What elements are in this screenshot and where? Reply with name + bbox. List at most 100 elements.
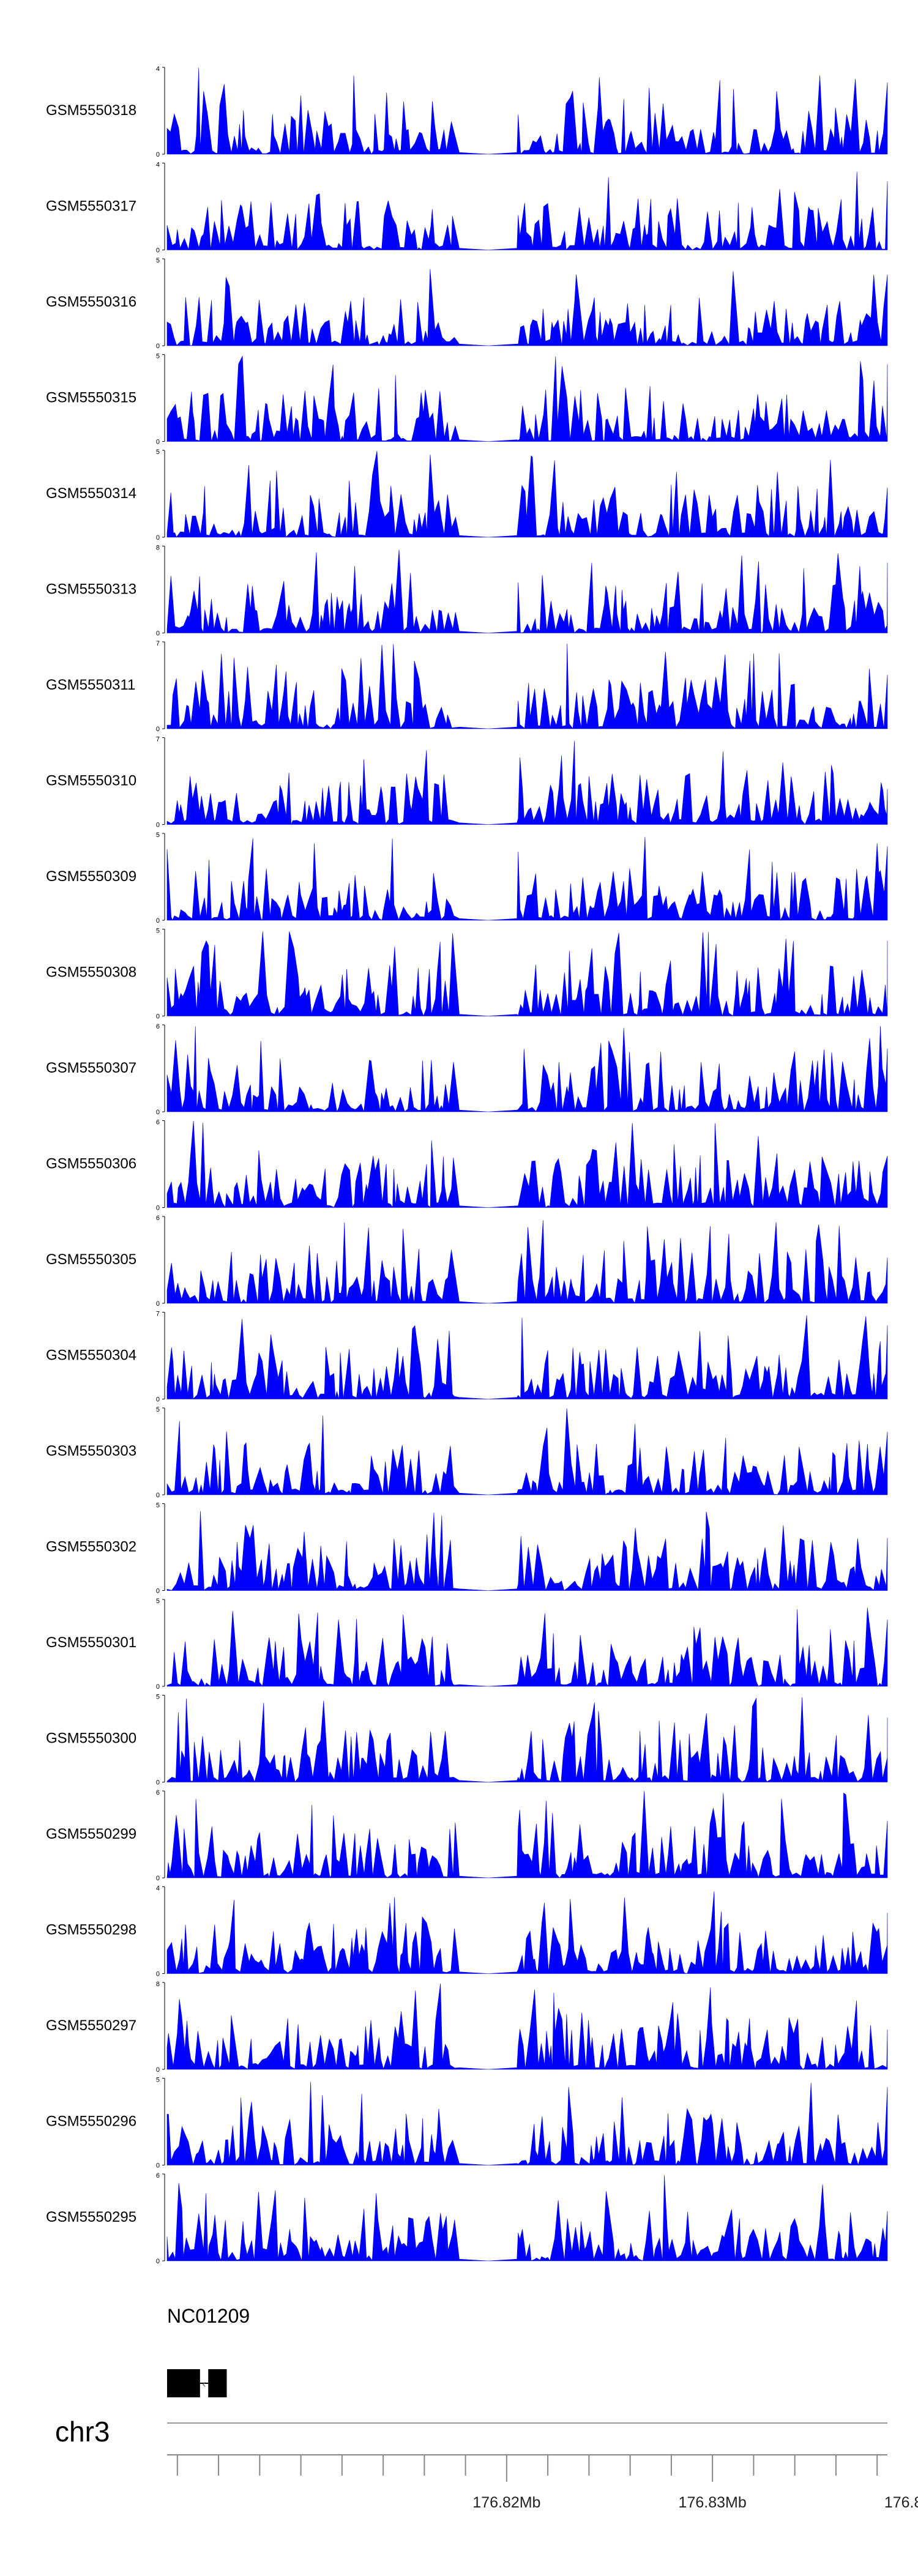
y-tick-label-max: 5 — [156, 1694, 160, 1701]
chromosome-label: chr3 — [55, 2416, 110, 2448]
coverage-area — [166, 171, 888, 251]
track-GSM5550306: GSM5550306 6 0 — [46, 1119, 888, 1212]
y-tick-label-min: 0 — [156, 1396, 160, 1404]
track-GSM5550295: GSM5550295 6 0 — [46, 2172, 888, 2265]
y-tick-label-min: 0 — [156, 1683, 160, 1691]
coverage-area — [166, 643, 888, 729]
coverage-area — [166, 1511, 888, 1591]
y-tick-label-max: 5 — [156, 257, 160, 264]
gene-strand-arrow: ‹ — [203, 2378, 206, 2390]
track-label: GSM5550318 — [46, 102, 136, 119]
track-GSM5550317: GSM5550317 4 0 — [46, 162, 888, 255]
y-tick-label-min: 0 — [156, 822, 160, 829]
track-label: GSM5550300 — [46, 1730, 136, 1747]
y-tick-label-min: 0 — [156, 1588, 160, 1595]
y-tick-label-max: 4 — [156, 65, 160, 73]
track-label: GSM5550296 — [46, 2113, 136, 2130]
y-tick-label-max: 5 — [156, 353, 160, 360]
y-tick-label-min: 0 — [156, 1779, 160, 1787]
track-label: GSM5550307 — [46, 1060, 136, 1076]
y-tick-label-min: 0 — [156, 247, 160, 255]
coverage-area — [166, 1408, 888, 1495]
track-GSM5550298: GSM5550298 4 0 — [46, 1885, 888, 1978]
gene-exon-2 — [208, 2369, 227, 2397]
y-tick-label-min: 0 — [156, 726, 160, 733]
track-label: GSM5550299 — [46, 1826, 136, 1842]
y-tick-label-min: 0 — [156, 343, 160, 350]
coverage-area — [166, 931, 888, 1017]
track-GSM5550303: GSM5550303 5 0 — [46, 1406, 888, 1499]
y-tick-label-min: 0 — [156, 534, 160, 542]
y-tick-label-max: 5 — [156, 1502, 160, 1509]
y-tick-label-max: 8 — [156, 1981, 160, 1988]
track-GSM5550309: GSM5550309 5 0 — [46, 832, 888, 925]
track-label: GSM5550297 — [46, 2017, 136, 2034]
y-tick-label-max: 7 — [156, 736, 160, 743]
coverage-area — [166, 836, 888, 921]
y-tick-label-max: 5 — [156, 449, 160, 456]
y-tick-label-max: 7 — [156, 640, 160, 647]
track-label: GSM5550302 — [46, 1539, 136, 1555]
y-tick-label-max: 7 — [156, 1311, 160, 1318]
y-tick-label-max: 6 — [156, 1023, 160, 1030]
y-tick-label-max: 4 — [156, 1885, 160, 1893]
y-tick-label-min: 0 — [156, 2258, 160, 2265]
y-tick-label-max: 8 — [156, 545, 160, 552]
y-tick-label-max: 5 — [156, 1406, 160, 1413]
coverage-area — [166, 1697, 888, 1783]
y-tick-label-max: 6 — [156, 1215, 160, 1222]
y-tick-label-max: 5 — [156, 832, 160, 839]
coverage-area — [166, 269, 888, 346]
coverage-area — [166, 1983, 888, 2070]
y-tick-label-min: 0 — [156, 151, 160, 158]
track-label: GSM5550304 — [46, 1347, 136, 1364]
y-tick-label-min: 0 — [156, 439, 160, 446]
y-tick-label-max: 5 — [156, 1598, 160, 1605]
y-tick-label-max: 4 — [156, 162, 160, 169]
coverage-area — [166, 1315, 888, 1399]
track-label: GSM5550310 — [46, 773, 136, 789]
track-label: GSM5550303 — [46, 1443, 136, 1459]
coverage-area — [166, 1607, 888, 1687]
chromosome-axis: chr3 176.82Mb 176.83Mb 176.84Mb — [55, 2416, 918, 2511]
track-label: GSM5550305 — [46, 1251, 136, 1268]
track-GSM5550314: GSM5550314 5 0 — [46, 449, 888, 542]
y-tick-label-min: 0 — [156, 917, 160, 925]
coverage-area — [166, 1791, 888, 1878]
y-tick-label-min: 0 — [156, 1971, 160, 1978]
coverage-area — [166, 1220, 888, 1304]
track-GSM5550311: GSM5550311 7 0 — [46, 640, 888, 733]
track-label: GSM5550313 — [46, 581, 136, 598]
track-label: GSM5550315 — [46, 390, 136, 406]
track-GSM5550297: GSM5550297 8 0 — [46, 1981, 888, 2074]
y-tick-label-max: 6 — [156, 1119, 160, 1126]
coverage-area — [166, 549, 888, 634]
track-GSM5550310: GSM5550310 7 0 — [46, 736, 888, 829]
gene-label: NC01209 — [167, 2305, 250, 2327]
track-GSM5550300: GSM5550300 5 0 — [46, 1694, 888, 1787]
coverage-area — [166, 355, 888, 442]
genome-tick-label: 176.82Mb — [472, 2494, 540, 2511]
coverage-tracks: GSM555031840GSM555031740GSM555031650GSM5… — [46, 65, 888, 2265]
y-tick-label-min: 0 — [156, 2066, 160, 2074]
track-label: GSM5550298 — [46, 1922, 136, 1938]
track-label: GSM5550311 — [46, 677, 135, 693]
coverage-area — [166, 1120, 888, 1208]
y-tick-label-min: 0 — [156, 1492, 160, 1499]
y-tick-label-min: 0 — [156, 1013, 160, 1021]
coverage-area — [166, 740, 888, 825]
coverage-area — [166, 1891, 888, 1974]
genome-tick-label: 176.83Mb — [679, 2494, 747, 2511]
y-tick-label-max: 6 — [156, 1789, 160, 1796]
track-GSM5550315: GSM5550315 5 0 — [46, 353, 888, 446]
coverage-area — [166, 450, 888, 538]
y-tick-label-min: 0 — [156, 630, 160, 638]
track-GSM5550296: GSM5550296 5 0 — [46, 2077, 888, 2170]
track-label: GSM5550317 — [46, 198, 136, 215]
y-tick-label-max: 5 — [156, 928, 160, 935]
y-tick-label-min: 0 — [156, 1205, 160, 1212]
track-GSM5550305: GSM5550305 6 0 — [46, 1215, 888, 1308]
gene-track: NC01209 ‹ — [167, 2305, 250, 2397]
track-GSM5550299: GSM5550299 6 0 — [46, 1789, 888, 1882]
